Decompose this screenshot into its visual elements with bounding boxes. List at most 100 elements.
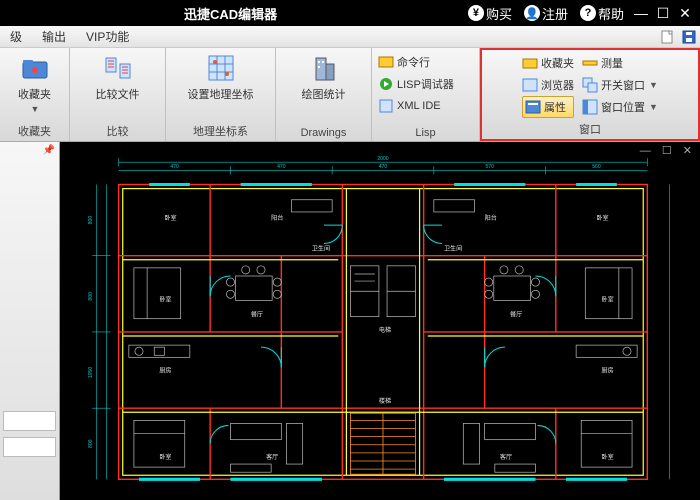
- measure-button[interactable]: 测量: [582, 52, 658, 74]
- chevron-down-icon: ▼: [649, 80, 658, 90]
- app-title: 迅捷CAD编辑器: [184, 4, 277, 23]
- svg-text:800: 800: [88, 439, 94, 448]
- svg-text:客厅: 客厅: [500, 453, 512, 461]
- ribbon: 收藏夹 ▼ 收藏夹 比较文件 比较 设置地理坐标 地理坐标系 绘图统计 Draw…: [0, 48, 700, 142]
- register-button[interactable]: 👤 注册: [524, 4, 568, 23]
- toggle-window-button[interactable]: 开关窗口▼: [582, 74, 658, 96]
- svg-text:餐厅: 餐厅: [510, 311, 522, 319]
- stats-label: 绘图统计: [302, 86, 346, 102]
- ruler-icon: [582, 55, 598, 71]
- svg-text:800: 800: [88, 216, 94, 225]
- ribbon-group-compare: 比较文件 比较: [70, 48, 166, 141]
- properties-button[interactable]: 属性: [522, 96, 574, 118]
- building-icon: [308, 52, 340, 84]
- stats-button[interactable]: 绘图统计: [302, 52, 346, 102]
- browser-button[interactable]: 浏览器: [522, 74, 574, 96]
- panel-slot[interactable]: [3, 411, 56, 431]
- xml-icon: [378, 98, 394, 114]
- floorplan-drawing: 2000 470 470 470 570 560 800 800 1050 80…: [78, 154, 688, 500]
- xml-ide-button[interactable]: XML IDE: [378, 95, 473, 117]
- register-label: 注册: [542, 4, 568, 23]
- svg-text:餐厅: 餐厅: [251, 311, 263, 319]
- group-label-lisp: Lisp: [415, 127, 435, 141]
- help-button[interactable]: ? 帮助: [580, 4, 624, 23]
- geo-label: 设置地理坐标: [188, 86, 254, 102]
- svg-text:阳台: 阳台: [485, 214, 497, 222]
- pin-icon[interactable]: 📌: [0, 142, 59, 159]
- folder-star-icon: [19, 52, 51, 84]
- svg-text:560: 560: [592, 164, 601, 170]
- svg-text:卧室: 卧室: [159, 453, 171, 461]
- question-icon: ?: [580, 5, 596, 21]
- workspace: 📌 — ☐ ✕ 2000 470 470 470 570 560 800 800: [0, 142, 700, 500]
- group-label-favorites: 收藏夹: [18, 123, 51, 141]
- buy-button[interactable]: ¥ 购买: [468, 4, 512, 23]
- ribbon-group-favorites: 收藏夹 ▼ 收藏夹: [0, 48, 70, 141]
- svg-text:2000: 2000: [377, 156, 388, 162]
- buy-label: 购买: [486, 4, 512, 23]
- minimize-button[interactable]: —: [630, 5, 652, 21]
- folder-mini-icon: [522, 55, 538, 71]
- window-position-button[interactable]: 窗口位置▼: [582, 96, 658, 118]
- tab-vip[interactable]: VIP功能: [76, 26, 139, 47]
- svg-text:卫生间: 卫生间: [444, 245, 462, 253]
- favorites-label: 收藏夹: [18, 86, 51, 102]
- save-icon[interactable]: [681, 29, 697, 45]
- svg-text:卧室: 卧室: [596, 214, 608, 222]
- tab-output[interactable]: 输出: [32, 26, 76, 47]
- properties-icon: [525, 99, 541, 115]
- titlebar: 迅捷CAD编辑器 ¥ 购买 👤 注册 ? 帮助 — ☐ ✕: [0, 0, 700, 26]
- help-label: 帮助: [598, 4, 624, 23]
- svg-text:卧室: 卧室: [164, 214, 176, 222]
- close-button[interactable]: ✕: [674, 5, 696, 22]
- ribbon-group-drawings: 绘图统计 Drawings: [276, 48, 372, 141]
- svg-text:客厅: 客厅: [266, 453, 278, 461]
- svg-text:电梯: 电梯: [379, 326, 391, 334]
- cmdline-button[interactable]: 命令行: [378, 51, 473, 73]
- ribbon-group-window: 收藏夹 浏览器 属性 测量 开关窗口▼ 窗口位置▼ 窗口: [480, 48, 700, 141]
- svg-text:楼梯: 楼梯: [379, 397, 391, 405]
- compare-button[interactable]: 比较文件: [96, 52, 140, 102]
- window-favorites-button[interactable]: 收藏夹: [522, 52, 574, 74]
- favorites-button[interactable]: 收藏夹 ▼: [18, 52, 51, 114]
- panel-slot[interactable]: [3, 437, 56, 457]
- group-label-compare: 比较: [107, 123, 129, 141]
- svg-text:570: 570: [485, 164, 494, 170]
- svg-text:卧室: 卧室: [602, 295, 614, 303]
- user-icon: 👤: [524, 5, 540, 21]
- svg-text:阳台: 阳台: [271, 214, 283, 222]
- svg-text:1050: 1050: [88, 367, 94, 378]
- chevron-down-icon: ▼: [649, 102, 658, 112]
- terminal-icon: [378, 54, 394, 70]
- side-panel: 📌: [0, 142, 60, 500]
- page-icon[interactable]: [659, 29, 675, 45]
- group-label-window: 窗口: [579, 121, 601, 139]
- chevron-down-icon: ▼: [31, 104, 40, 114]
- tabbar: 级 输出 VIP功能: [0, 26, 700, 48]
- group-label-geo: 地理坐标系: [193, 123, 248, 141]
- svg-text:厨房: 厨房: [602, 367, 614, 375]
- svg-text:800: 800: [88, 292, 94, 301]
- play-icon: [378, 76, 394, 92]
- browser-icon: [522, 77, 538, 93]
- compare-label: 比较文件: [96, 86, 140, 102]
- drawing-canvas[interactable]: — ☐ ✕ 2000 470 470 470 570 560 800 800 1…: [60, 142, 700, 500]
- layout-icon: [582, 99, 598, 115]
- svg-text:卫生间: 卫生间: [312, 245, 330, 253]
- ribbon-group-lisp: 命令行 LISP调试器 XML IDE Lisp: [372, 48, 480, 141]
- maximize-button[interactable]: ☐: [652, 5, 674, 22]
- windows-icon: [582, 77, 598, 93]
- compare-icon: [102, 52, 134, 84]
- svg-text:470: 470: [379, 164, 388, 170]
- svg-text:470: 470: [277, 164, 286, 170]
- tab-level[interactable]: 级: [0, 26, 32, 47]
- geo-button[interactable]: 设置地理坐标: [188, 52, 254, 102]
- svg-text:470: 470: [170, 164, 179, 170]
- group-label-drawings: Drawings: [301, 127, 347, 141]
- svg-text:卧室: 卧室: [159, 295, 171, 303]
- svg-text:厨房: 厨房: [159, 367, 171, 375]
- svg-text:卧室: 卧室: [602, 453, 614, 461]
- yen-icon: ¥: [468, 5, 484, 21]
- lisp-debugger-button[interactable]: LISP调试器: [378, 73, 473, 95]
- geo-icon: [205, 52, 237, 84]
